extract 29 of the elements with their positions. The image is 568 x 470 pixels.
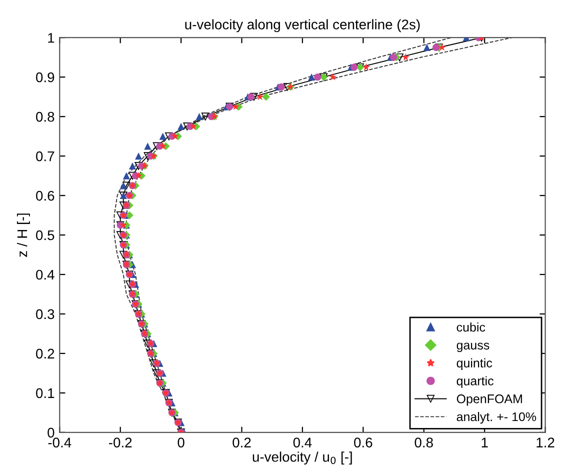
- x-tick-label: 0: [178, 438, 184, 448]
- legend-label: quintic: [456, 358, 492, 370]
- y-tick-label: 0.5: [36, 230, 54, 240]
- x-tick-label: -0.4: [48, 438, 72, 448]
- legend-label: gauss: [456, 342, 490, 352]
- y-tick-label: 0.1: [36, 388, 54, 398]
- x-tick-label: 0.8: [414, 438, 433, 448]
- y-tick-label: 0.3: [36, 309, 54, 320]
- x-tick-label: -0.2: [108, 438, 132, 448]
- y-axis-title: z / H [-]: [16, 214, 30, 257]
- legend-label: quartic: [456, 376, 494, 388]
- x-tick-label: 0.4: [293, 438, 312, 448]
- y-tick-label: 0: [48, 428, 54, 438]
- legend-label: OpenFOAM: [456, 394, 522, 406]
- legend-label: analyt. +- 10%: [456, 412, 536, 424]
- y-tick-label: 0.7: [36, 151, 54, 162]
- x-axis-title: u-velocity / u$_{0}$ [-]: [252, 452, 352, 465]
- y-tick-label: 0.6: [36, 190, 54, 201]
- x-tick-label: 1: [482, 438, 488, 448]
- y-tick-label: 1: [48, 33, 54, 43]
- y-tick-label: 0.9: [36, 72, 54, 82]
- x-tick-label: 1.2: [536, 438, 554, 448]
- y-tick-label: 0.2: [36, 348, 54, 359]
- x-tick-label: 0.6: [354, 438, 372, 448]
- chart-title: u-velocity along vertical centerline (2s): [185, 19, 420, 32]
- x-tick-label: 0.2: [232, 438, 251, 448]
- legend-label: cubic: [456, 322, 486, 332]
- y-tick-label: 0.8: [36, 112, 54, 122]
- y-tick-label: 0.4: [36, 270, 54, 280]
